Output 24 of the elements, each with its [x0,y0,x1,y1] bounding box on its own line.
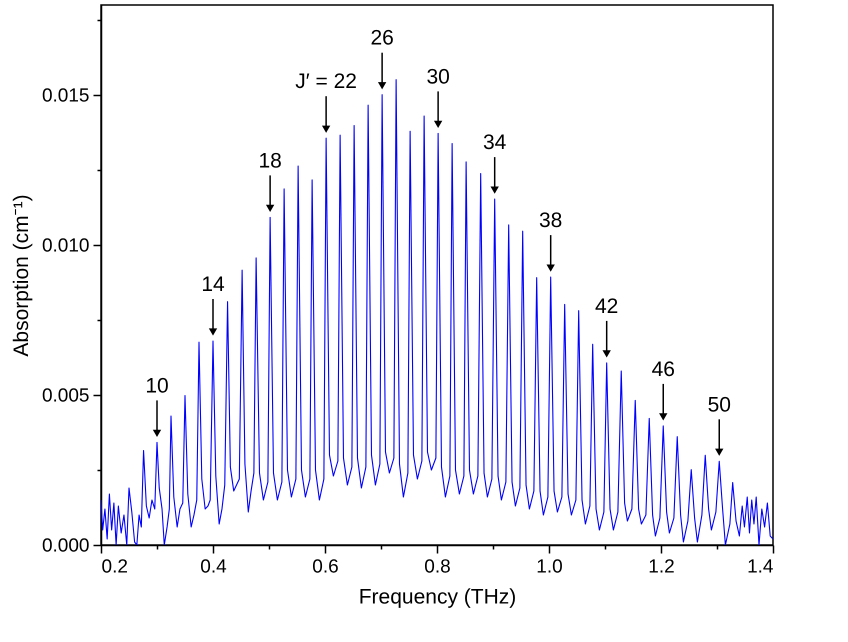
y-tick-label: 0.010 [42,236,90,256]
y-tick-label: 0.015 [42,86,90,106]
x-tick-label: 1.0 [536,556,563,578]
annotation: 18 [258,149,282,172]
annotation: 14 [201,273,225,296]
y-tick-label: 0.005 [42,386,90,406]
x-tick-label: 1.4 [747,556,774,578]
annotation: 42 [595,294,618,318]
x-tick-label: 0.4 [200,556,228,578]
annotation: 34 [483,131,507,154]
y-axis-title: Absorption (cm⁻¹) [10,194,33,357]
annotation: 30 [426,65,450,88]
annotation: 10 [145,374,169,398]
x-tick-label: 0.6 [312,556,339,578]
annotation: 50 [708,393,731,416]
annotation: J′ = 22 [295,70,357,94]
annotation: 26 [370,26,394,50]
x-tick-label: 0.8 [424,556,451,578]
annotation: 38 [539,209,562,232]
x-tick-label: 1.2 [648,556,675,578]
x-axis-title: Frequency (THz) [358,586,516,608]
annotation: 46 [652,358,675,381]
x-tick-label: 0.2 [102,556,128,578]
y-tick-label: 0.000 [42,536,90,556]
